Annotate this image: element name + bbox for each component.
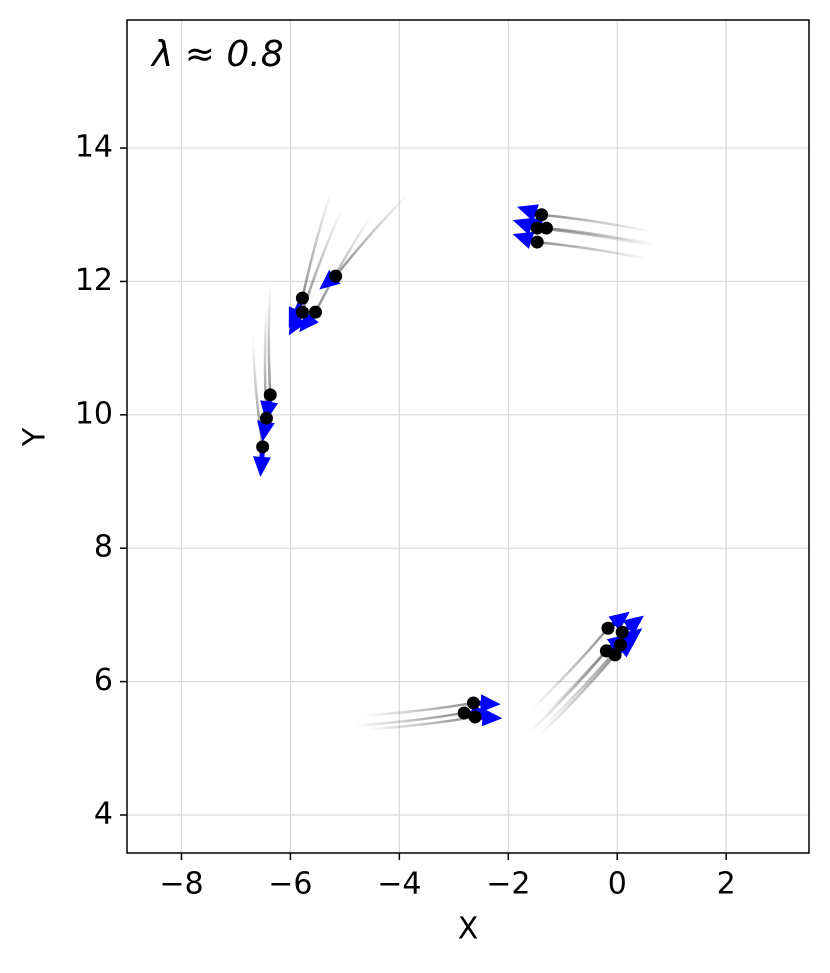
agent-point [530,221,544,235]
agent-point [615,625,629,639]
agent-point [608,648,622,662]
arrow [252,446,271,477]
trail [537,654,617,737]
trail [529,650,608,733]
x-tick-label: −8 [159,867,203,902]
y-tick-label: 12 [75,263,113,298]
trail [301,190,333,299]
annotation: λ ≈ 0.8 [150,34,284,75]
trail [334,191,411,277]
trail [362,701,474,717]
agent-point [466,696,480,710]
trail [314,214,373,313]
y-axis-label: Y [18,427,53,447]
y-tick-label: 6 [94,663,113,698]
x-tick-label: 2 [717,867,736,902]
trail [541,213,652,233]
agent-point [295,291,309,305]
y-tick-label: 4 [94,796,113,831]
trail [353,711,465,727]
y-tick-label: 8 [94,530,113,565]
agent-point [263,388,277,402]
agent-point [530,235,544,249]
agent-point [295,305,309,319]
agent-point [256,440,270,454]
arrow [512,231,538,249]
arrow [517,204,543,222]
agent-point [259,411,273,425]
agent-point [539,221,553,235]
trail [267,283,272,395]
agent-point [614,638,628,652]
x-tick-label: −6 [268,867,312,902]
agent-point [308,305,322,319]
arrow [319,269,341,290]
y-tick-label: 14 [75,130,113,165]
trail [537,240,648,261]
arrow [474,708,503,727]
agent-point [468,710,482,724]
x-tick-label: −2 [486,867,530,902]
arrow [473,694,501,713]
trail [530,627,609,711]
agent-point [601,621,615,635]
y-tick-label: 10 [75,396,113,431]
agent-point [535,208,549,222]
agent-point [457,706,471,720]
plot-area [127,20,809,853]
x-tick-label: −4 [377,867,421,902]
agent-point [329,269,343,283]
arrow [256,417,275,442]
plot-frame [126,19,810,854]
x-tick-label: 0 [608,867,627,902]
trail [546,226,657,247]
x-axis-label: X [458,912,479,947]
